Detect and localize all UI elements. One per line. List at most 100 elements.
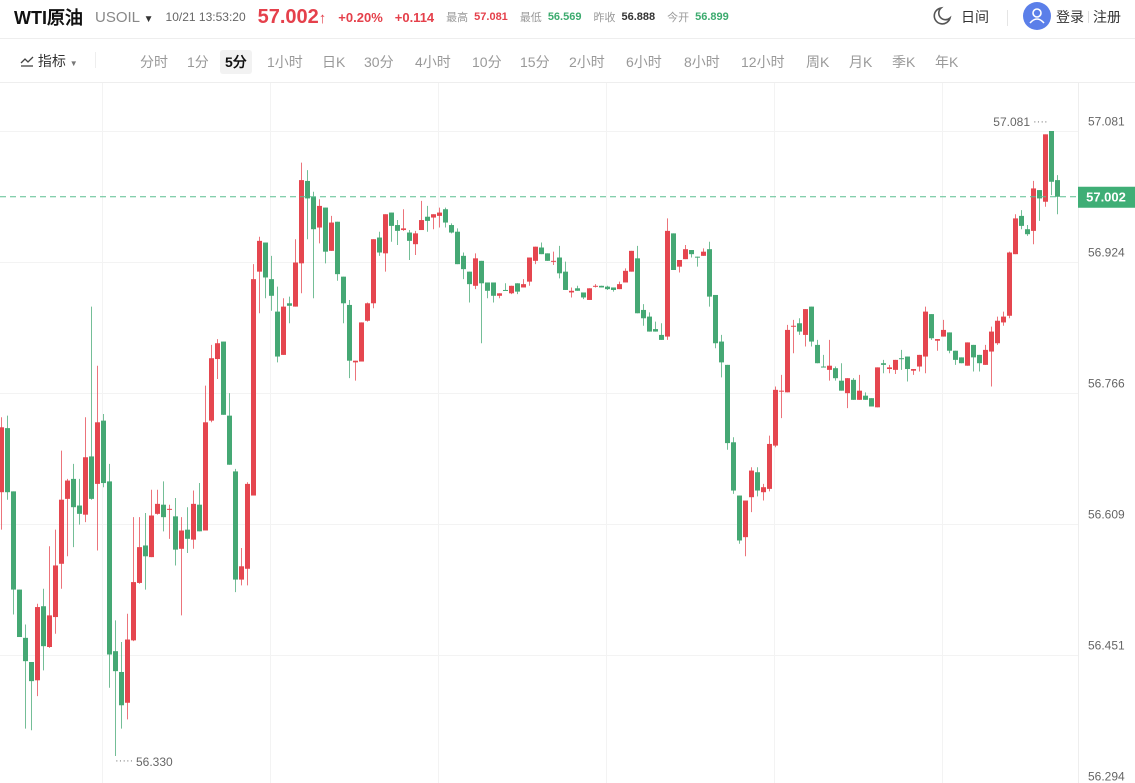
period-tab[interactable]: 5分 xyxy=(220,50,252,74)
candle-body xyxy=(599,285,604,288)
candle-body xyxy=(629,250,634,272)
login-link[interactable]: 登录 xyxy=(1056,9,1084,25)
high-marker-label: 57.081 xyxy=(993,115,1030,129)
candle-body xyxy=(1019,215,1024,226)
candle-body xyxy=(323,207,328,252)
candle-body xyxy=(545,253,550,261)
candle-body xyxy=(281,306,286,355)
candle-body xyxy=(773,389,778,446)
candle-body xyxy=(257,240,262,272)
candle-body xyxy=(509,285,514,294)
period-tab[interactable]: 月K xyxy=(849,54,873,70)
period-tab[interactable]: 年K xyxy=(935,54,959,70)
low-marker-leader: ····· xyxy=(115,755,133,767)
candle-body xyxy=(869,398,874,407)
candle-body xyxy=(263,242,268,278)
timestamp: 10/21 13:53:20 xyxy=(165,10,246,24)
candle-body xyxy=(305,180,310,199)
symbol-label: USOIL xyxy=(95,8,140,26)
divider xyxy=(1088,11,1089,23)
avatar[interactable] xyxy=(1023,2,1051,30)
candle-body xyxy=(35,607,40,681)
candle-body xyxy=(473,258,478,286)
candle-body xyxy=(407,232,412,241)
candle-body xyxy=(5,428,10,493)
candle-body xyxy=(815,344,820,364)
candle-body xyxy=(299,180,304,264)
candle-body xyxy=(191,503,196,540)
quote-summary: WTI原油 USOIL ▼ 10/21 13:53:20 57.002↑ +0.… xyxy=(14,0,729,34)
register-link[interactable]: 注册 xyxy=(1093,9,1121,25)
period-tab[interactable]: 1分 xyxy=(187,54,209,70)
period-tab[interactable]: 15分 xyxy=(520,54,550,70)
change-value: +0.114 xyxy=(394,9,435,25)
indicator-button[interactable]: 指标 ▼ xyxy=(20,51,78,71)
candle-body xyxy=(137,547,142,583)
candle-body xyxy=(311,196,316,230)
symbol-selector[interactable]: USOIL ▼ xyxy=(95,9,154,26)
candle-body xyxy=(581,292,586,298)
candle-body xyxy=(791,325,796,327)
candle-body xyxy=(953,350,958,360)
theme-toggle[interactable] xyxy=(932,6,952,31)
candle-body xyxy=(659,334,664,340)
candle-body xyxy=(401,228,406,231)
candle-body xyxy=(377,237,382,253)
candle-body xyxy=(1007,252,1012,316)
candle-body xyxy=(17,589,22,638)
period-tab[interactable]: 1小时 xyxy=(267,54,303,70)
candle-body xyxy=(863,395,868,400)
period-tab[interactable]: 周K xyxy=(806,54,830,70)
candle-body xyxy=(689,250,694,255)
candle-body xyxy=(221,341,226,415)
candle-body xyxy=(491,282,496,296)
user-icon xyxy=(1029,8,1045,24)
candle-body xyxy=(317,205,322,228)
period-tab[interactable]: 10分 xyxy=(472,54,502,70)
candle-body xyxy=(971,344,976,358)
candle-body xyxy=(641,309,646,319)
candle-body xyxy=(875,367,880,408)
candle-body xyxy=(185,529,190,539)
candle-body xyxy=(857,390,862,400)
candle-body xyxy=(341,276,346,304)
candle-body xyxy=(959,357,964,364)
candle-body xyxy=(119,671,124,706)
period-tab[interactable]: 日K xyxy=(322,54,346,70)
period-tab[interactable]: 6小时 xyxy=(626,54,662,70)
candle-body xyxy=(1013,218,1018,255)
candle-body xyxy=(227,415,232,465)
period-tab[interactable]: 2小时 xyxy=(569,54,605,70)
candlestick-chart[interactable]: 57.081 56.924 56.766 56.609 56.451 56.294 57.… xyxy=(0,83,1135,783)
candle-body xyxy=(527,257,532,282)
candle-body xyxy=(947,332,952,351)
candle-body xyxy=(719,341,724,363)
candle-body xyxy=(653,329,658,332)
theme-label[interactable]: 日间 xyxy=(961,9,989,25)
candle-body xyxy=(107,481,112,655)
current-price-tag xyxy=(1078,186,1135,208)
period-tab[interactable]: 30分 xyxy=(364,54,394,70)
candle-body xyxy=(665,230,670,337)
candle-body xyxy=(941,329,946,337)
line-chart-icon xyxy=(20,56,34,67)
candle-body xyxy=(437,212,442,216)
moon-icon xyxy=(933,6,952,25)
period-tab[interactable]: 季K xyxy=(892,54,916,70)
candle-body xyxy=(467,271,472,285)
candle-body xyxy=(905,356,910,370)
candle-body xyxy=(647,316,652,332)
candle-body xyxy=(845,378,850,394)
period-tab[interactable]: 8小时 xyxy=(684,54,720,70)
candle-body xyxy=(983,349,988,365)
period-tab[interactable]: 12小时 xyxy=(741,54,785,70)
candle-body xyxy=(767,443,772,489)
low-marker-label: 56.330 xyxy=(136,755,173,769)
stat-high: 最高 57.081 xyxy=(446,9,508,25)
period-tab[interactable]: 分时 xyxy=(140,54,168,70)
candle-body xyxy=(479,260,484,284)
price-tick-label: 56.609 xyxy=(1088,508,1125,522)
candle-body xyxy=(347,304,352,361)
candle-body xyxy=(779,390,784,392)
period-tab[interactable]: 4小时 xyxy=(415,54,451,70)
